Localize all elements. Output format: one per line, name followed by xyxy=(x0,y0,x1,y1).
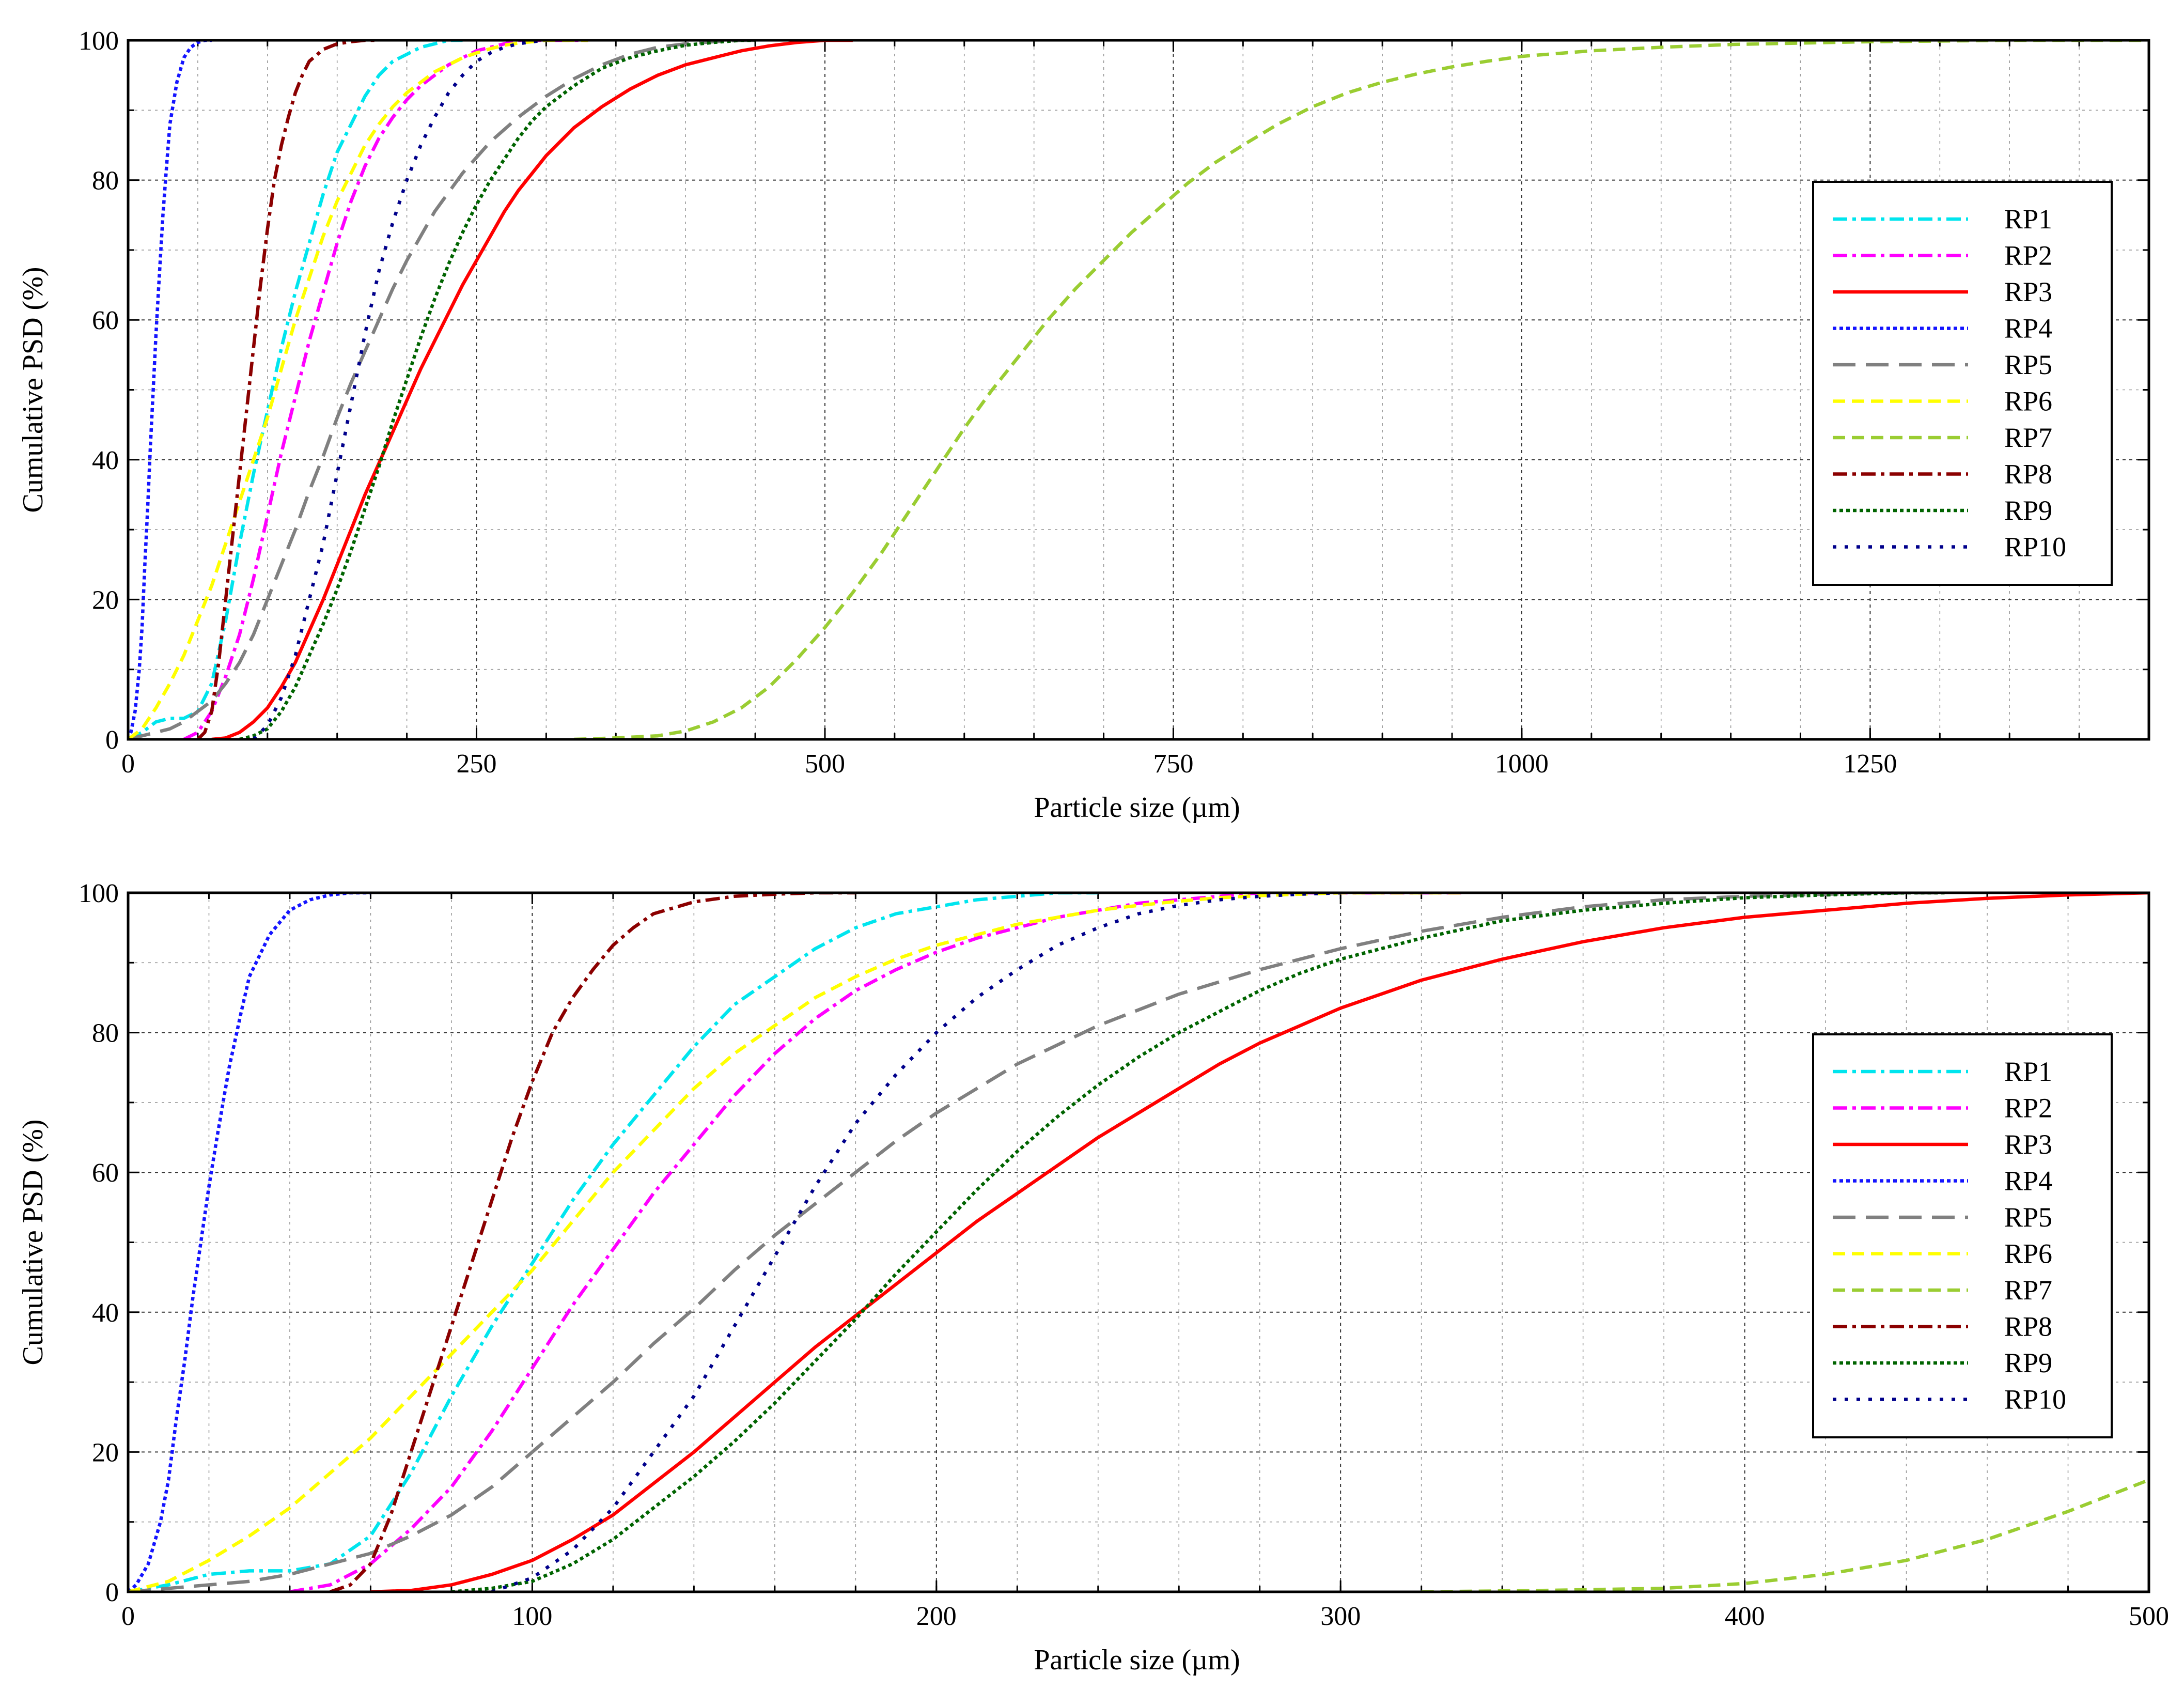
series-line-rp2 xyxy=(289,893,1462,1592)
y-tick-label: 20 xyxy=(92,585,119,615)
series-line-rp6 xyxy=(128,40,588,739)
x-tick-label: 200 xyxy=(916,1602,957,1631)
series-line-rp7 xyxy=(574,40,2149,739)
legend-label-rp10: RP10 xyxy=(2004,532,2066,563)
series-line-rp10 xyxy=(491,893,1341,1592)
legend-label-rp1: RP1 xyxy=(2004,204,2052,235)
x-tick-label: 100 xyxy=(512,1602,552,1631)
legend-box xyxy=(1812,1033,2113,1438)
series-line-rp8 xyxy=(330,893,856,1592)
x-tick-label: 500 xyxy=(2129,1602,2169,1631)
legend-label-rp6: RP6 xyxy=(2004,386,2052,417)
x-tick-label: 1000 xyxy=(1495,749,1549,779)
legend-box xyxy=(1812,181,2113,586)
series-line-rp3 xyxy=(370,893,2149,1592)
legend-label-rp3: RP3 xyxy=(2004,1129,2052,1160)
y-tick-label: 100 xyxy=(79,26,119,56)
legend-label-rp6: RP6 xyxy=(2004,1238,2052,1269)
legend-label-rp7: RP7 xyxy=(2004,422,2052,453)
x-axis-label: Particle size (µm) xyxy=(1034,1644,1240,1676)
plot-frame xyxy=(127,39,2150,741)
x-tick-label: 250 xyxy=(456,749,496,779)
series-line-rp1 xyxy=(128,40,463,739)
legend-label-rp10: RP10 xyxy=(2004,1384,2066,1415)
y-tick-label: 40 xyxy=(92,1298,119,1328)
chart-panel-2: 0 100 200 300 400 500 0 20 40 60 80 100 Particle siz… xyxy=(17,879,2169,1676)
y-tick-label: 80 xyxy=(92,1019,119,1048)
legend: RP1 RP2 RP3 RP4 RP5 RP6 RP7 RP8 RP9 RP10 xyxy=(1812,181,2113,586)
x-tick-label: 300 xyxy=(1320,1602,1361,1631)
legend-label-rp1: RP1 xyxy=(2004,1056,2052,1087)
y-axis-label: Cumulative PSD (%) xyxy=(17,1120,49,1366)
y-tick-label: 0 xyxy=(105,725,119,755)
legend-label-rp2: RP2 xyxy=(2004,1093,2052,1124)
legend-label-rp3: RP3 xyxy=(2004,276,2052,307)
plot-frame xyxy=(127,891,2150,1593)
legend-label-rp7: RP7 xyxy=(2004,1275,2052,1306)
series-line-rp6 xyxy=(128,893,1462,1592)
series-line-rp4 xyxy=(128,893,371,1592)
y-axis-label: Cumulative PSD (%) xyxy=(17,267,49,513)
series-line-rp10 xyxy=(252,40,547,739)
y-tick-label: 40 xyxy=(92,446,119,475)
series-line-rp4 xyxy=(128,40,212,739)
series-line-rp8 xyxy=(196,40,379,739)
legend: RP1 RP2 RP3 RP4 RP5 RP6 RP7 RP8 RP9 RP10 xyxy=(1812,1033,2113,1438)
series-line-rp2 xyxy=(183,40,588,739)
y-tick-label: 0 xyxy=(105,1578,119,1607)
legend-label-rp5: RP5 xyxy=(2004,349,2052,380)
x-axis-label: Particle size (µm) xyxy=(1034,792,1240,824)
legend-label-rp8: RP8 xyxy=(2004,459,2052,490)
x-tick-label: 750 xyxy=(1153,749,1193,779)
legend-label-rp4: RP4 xyxy=(2004,313,2052,344)
legend-label-rp9: RP9 xyxy=(2004,1347,2052,1378)
series-line-rp9 xyxy=(239,40,756,739)
legend-label-rp4: RP4 xyxy=(2004,1166,2052,1197)
series-group xyxy=(128,40,2149,739)
x-tick-label: 400 xyxy=(1725,1602,1765,1631)
x-tick-label: 0 xyxy=(121,1602,135,1631)
legend-label-rp5: RP5 xyxy=(2004,1202,2052,1233)
x-tick-label: 0 xyxy=(121,749,135,779)
series-line-rp5 xyxy=(128,40,756,739)
series-line-rp1 xyxy=(128,893,1098,1592)
chart-panel-1: 0 250 500 750 1000 1250 0 20 40 60 80 100 Particle s… xyxy=(17,26,2150,824)
x-tick-label: 500 xyxy=(805,749,845,779)
y-tick-label: 20 xyxy=(92,1438,119,1467)
legend-label-rp9: RP9 xyxy=(2004,495,2052,526)
x-tick-label: 1250 xyxy=(1843,749,1897,779)
y-tick-label: 100 xyxy=(79,879,119,908)
legend-label-rp8: RP8 xyxy=(2004,1311,2052,1342)
y-tick-label: 80 xyxy=(92,166,119,196)
legend-label-rp2: RP2 xyxy=(2004,240,2052,271)
series-line-rp9 xyxy=(451,893,1947,1592)
y-tick-label: 60 xyxy=(92,1158,119,1188)
y-tick-label: 60 xyxy=(92,306,119,335)
series-group xyxy=(128,893,2149,1592)
